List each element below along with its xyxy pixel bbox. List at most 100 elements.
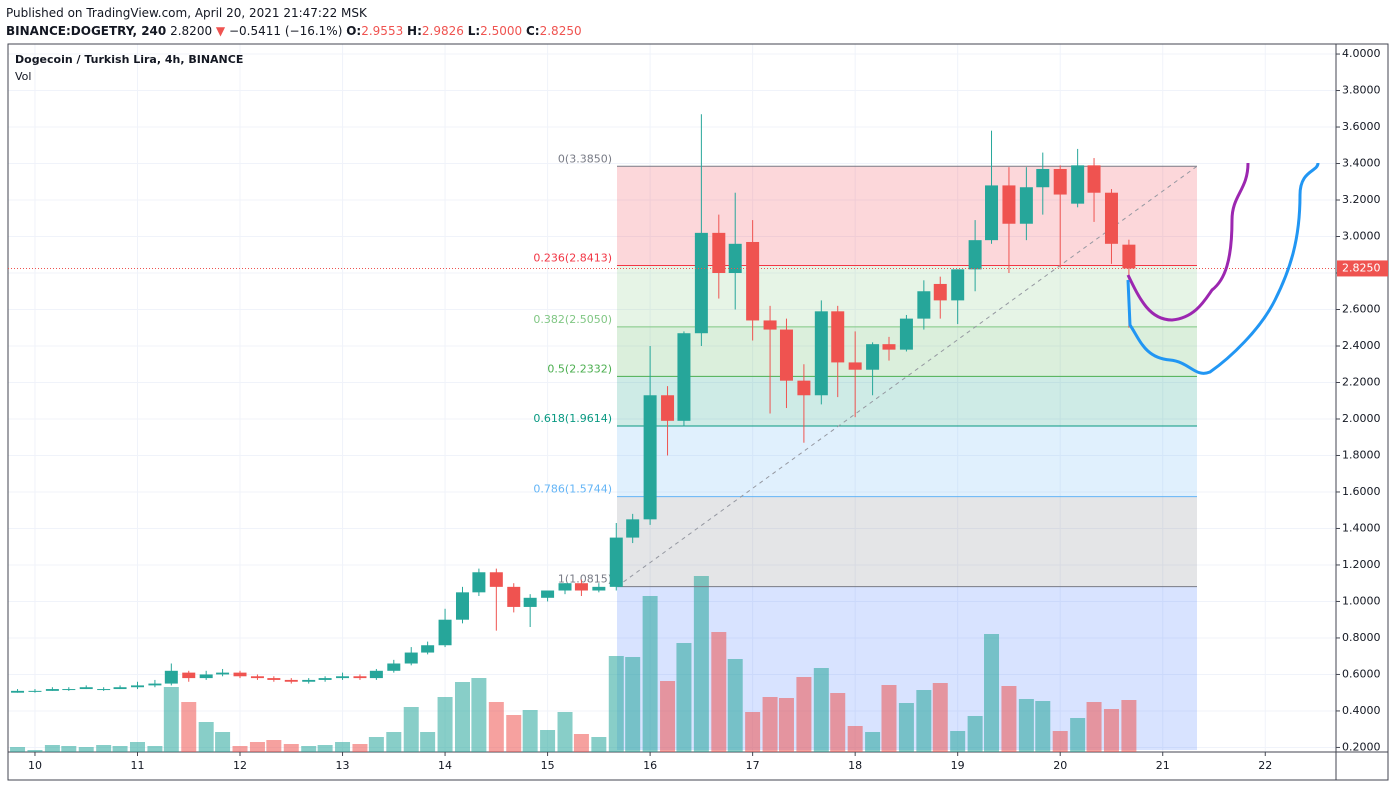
candle-body <box>866 344 880 370</box>
frame <box>7 43 1389 781</box>
drawn-projection-purple <box>1126 162 1250 322</box>
volume-label: Vol <box>15 70 31 83</box>
candle-body <box>1071 165 1085 204</box>
symbol-line: BINANCE:DOGETRY, 240 2.8200 ▼ −0.5411 (−… <box>6 22 582 40</box>
candle-body <box>421 645 435 653</box>
y-tick-label: 1.4000 <box>1342 521 1381 534</box>
candle-body <box>917 291 931 319</box>
volume-bar <box>181 702 197 752</box>
candle-body <box>1104 192 1118 244</box>
ohlc-key: H: <box>407 24 422 38</box>
candle-body <box>113 687 127 690</box>
candle-body <box>267 678 281 680</box>
candle-body <box>318 678 332 680</box>
y-tick-label: 0.2000 <box>1342 740 1381 753</box>
volume-bar <box>591 737 607 752</box>
candle-body <box>62 689 76 691</box>
candle-body <box>523 597 537 607</box>
volume-bar <box>967 716 983 752</box>
volume-bar <box>420 732 436 752</box>
volume-bar <box>266 740 282 752</box>
ohlc-key: O: <box>346 24 362 38</box>
last-price-box <box>1337 260 1388 277</box>
candle-body <box>1087 165 1101 193</box>
volume-bar <box>660 681 676 752</box>
volume-bar <box>506 715 522 752</box>
candle-body <box>164 670 178 684</box>
volume-bar <box>61 746 77 752</box>
candle-body <box>951 269 965 301</box>
x-tick-label: 22 <box>1258 759 1272 772</box>
candle-body <box>882 344 896 350</box>
volume-bar <box>881 685 897 752</box>
volume-bar <box>147 746 163 752</box>
y-tick-label: 2.6000 <box>1342 303 1381 316</box>
candle-body <box>1122 244 1136 269</box>
volume-bar <box>950 731 966 752</box>
plot: 0.2000 0.4000 0.6000 0.8000 1.0000 1.2000 1.40… <box>8 47 1388 772</box>
chart-title: Dogecoin / Turkish Lira, 4h, BINANCE <box>15 53 243 66</box>
volume-bar <box>96 745 112 752</box>
volume-bar <box>830 693 846 752</box>
candle-body <box>1036 168 1050 188</box>
volume-bar <box>1035 701 1051 752</box>
volume-bar <box>745 712 761 752</box>
x-tick-label: 13 <box>336 759 350 772</box>
candle-body <box>694 232 708 334</box>
fib-label: 0.618(1.9614) <box>533 412 612 425</box>
x-tick-label: 11 <box>130 759 144 772</box>
y-tick-label: 3.8000 <box>1342 84 1381 97</box>
fib-label: 1(1.0815) <box>558 573 612 586</box>
candle-body <box>79 687 93 690</box>
candle-body <box>933 283 947 301</box>
y-tick-label: 3.4000 <box>1342 157 1381 170</box>
candle-body <box>1002 185 1016 224</box>
candle-body <box>130 685 144 688</box>
candle-body <box>899 318 913 350</box>
fib-label: 0.786(1.5744) <box>533 483 612 496</box>
y-tick-label: 1.0000 <box>1342 594 1381 607</box>
y-tick-label: 3.0000 <box>1342 230 1381 243</box>
y-tick-label: 1.8000 <box>1342 448 1381 461</box>
symbol: BINANCE:DOGETRY, 240 <box>6 24 167 38</box>
candle-body <box>592 586 606 591</box>
candle-body <box>182 672 196 679</box>
candle-body <box>28 690 42 692</box>
x-tick-label: 10 <box>28 759 42 772</box>
candle-body <box>387 663 401 671</box>
candle-body <box>677 333 691 421</box>
volume-bar <box>403 707 419 752</box>
candle-body <box>11 690 25 693</box>
volume-bar <box>984 634 1000 752</box>
volume-bar <box>711 632 727 752</box>
candle-body <box>97 689 111 691</box>
volume-bar <box>625 657 641 752</box>
volume-bar <box>1086 702 1102 752</box>
fib-label: 0.382(2.5050) <box>533 313 612 326</box>
candle-body <box>199 674 213 679</box>
candle-body <box>489 572 503 587</box>
x-tick-label: 20 <box>1053 759 1067 772</box>
candle-body <box>1019 187 1033 224</box>
volume-bar <box>762 697 778 752</box>
candle-body <box>353 676 367 679</box>
volume-bar <box>540 730 556 752</box>
volume-bar <box>642 596 658 752</box>
candle-body <box>558 583 572 591</box>
volume-bar <box>454 682 470 752</box>
candle-body <box>250 676 264 679</box>
y-tick-label: 0.4000 <box>1342 704 1381 717</box>
ohlc-value: 2.8250 <box>539 24 582 38</box>
volume-bar <box>796 677 812 752</box>
volume-bar <box>317 745 333 752</box>
fib-label: 0.236(2.8413) <box>533 251 612 264</box>
x-tick-label: 14 <box>438 759 452 772</box>
candle-body <box>45 689 59 691</box>
x-tick-label: 12 <box>233 759 247 772</box>
candle-body <box>985 185 999 241</box>
x-tick-label: 16 <box>643 759 657 772</box>
x-tick-label: 19 <box>951 759 965 772</box>
y-tick-label: 0.6000 <box>1342 667 1381 680</box>
candle-body <box>574 583 588 591</box>
